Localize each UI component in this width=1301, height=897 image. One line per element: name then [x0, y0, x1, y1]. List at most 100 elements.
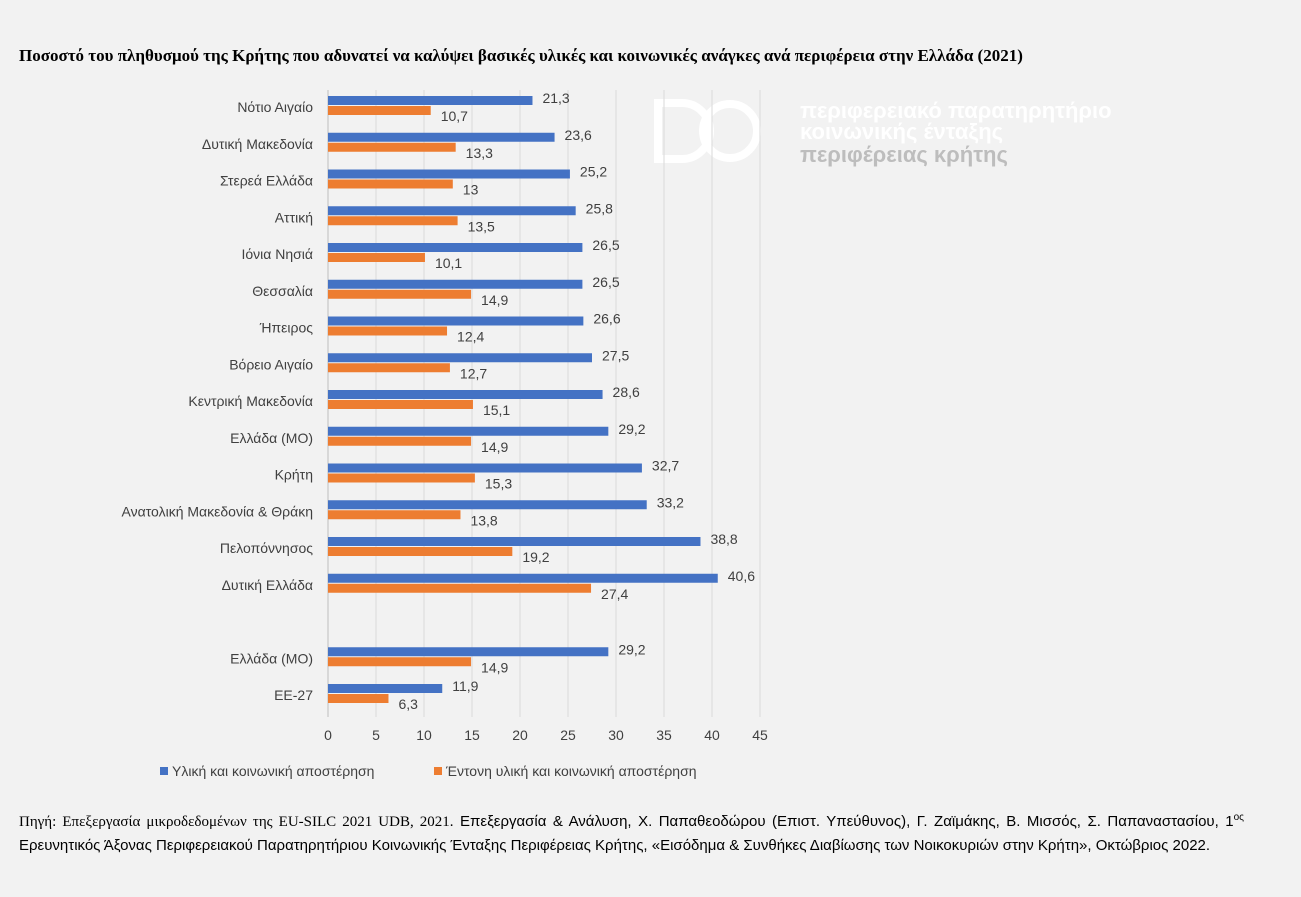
logo-line-3: περιφέρειας κρήτης [800, 142, 1008, 167]
x-tick-label: 25 [560, 727, 576, 743]
bar-series-2 [328, 289, 472, 299]
data-label-series-1: 40,6 [728, 568, 755, 584]
source-part-2: Επεξεργασία & Ανάλυση, Χ. Παπαθεοδώρου (… [453, 813, 1234, 830]
data-label-series-2: 14,9 [481, 659, 508, 675]
bar-series-2 [328, 583, 592, 593]
bar-series-2 [328, 510, 461, 520]
bar-series-1 [328, 96, 533, 105]
data-label-series-2: 13,3 [466, 145, 493, 161]
bar-series-1 [328, 573, 718, 583]
category-label: Αττική [275, 209, 313, 225]
data-label-series-1: 25,2 [580, 164, 607, 180]
data-label-series-2: 12,7 [460, 365, 487, 381]
category-label: Νότιο Αιγαίο [237, 99, 313, 115]
x-tick-label: 20 [512, 727, 528, 743]
bar-chart: 0 5 10 15 20 25 30 35 40 45 Νότιο Αιγαίο 21,3 10,7 Δυ… [122, 90, 768, 779]
source-part-3: Ερευνητικός Άξονας Περιφερειακού Παρατηρ… [19, 837, 1211, 854]
bar-series-1 [328, 169, 570, 179]
chart-title: Ποσοστό του πληθυσμού της Κρήτης που αδυ… [19, 46, 1023, 65]
bar-series-1 [328, 500, 647, 510]
data-label-series-2: 13,5 [468, 218, 495, 234]
category-label: ΕΕ-27 [274, 687, 313, 703]
x-tick-label: 0 [324, 727, 332, 743]
bar-series-1 [328, 537, 701, 546]
x-tick-label: 30 [608, 727, 624, 743]
bar-series-2 [328, 253, 425, 262]
category-label: Δυτική Μακεδονία [202, 136, 313, 152]
bar-series-2 [328, 473, 475, 483]
data-label-series-1: 38,8 [710, 531, 737, 547]
bar-series-2 [328, 179, 453, 189]
data-label-series-2: 13 [463, 182, 479, 198]
category-label: Ιόνια Νησιά [241, 246, 313, 262]
bar-series-1 [328, 426, 609, 436]
legend-swatch [160, 767, 168, 775]
category-label: Βόρειο Αιγαίο [229, 356, 313, 372]
data-label-series-1: 27,5 [602, 347, 629, 363]
category-label: Ανατολική Μακεδονία & Θράκη [122, 503, 313, 519]
data-label-series-1: 26,5 [592, 274, 619, 290]
data-label-series-1: 25,8 [586, 200, 613, 216]
bar-series-2 [328, 436, 472, 446]
bar-series-2 [328, 400, 473, 409]
data-label-series-2: 10,1 [435, 255, 462, 271]
logo-line-2: κοινωνικής ένταξης [800, 119, 1004, 144]
bar-series-1 [328, 647, 609, 657]
category-label: Θεσσαλία [252, 283, 313, 299]
source-note: Πηγή: Επεξεργασία μικροδεδομένων της EU-… [19, 806, 1244, 858]
data-label-series-1: 26,6 [593, 311, 620, 327]
data-label-series-2: 15,3 [485, 476, 512, 492]
x-tick-label: 40 [704, 727, 720, 743]
bar-series-1 [328, 390, 603, 399]
data-label-series-2: 14,9 [481, 292, 508, 308]
category-label: Ήπειρος [259, 320, 313, 336]
data-label-series-2: 15,1 [483, 402, 510, 418]
category-label: Ελλάδα (ΜΟ) [230, 430, 313, 446]
data-label-series-2: 13,8 [470, 512, 497, 528]
data-label-series-2: 19,2 [522, 549, 549, 565]
bar-series-1 [328, 132, 555, 142]
data-label-series-1: 28,6 [613, 384, 640, 400]
source-part-1: Πηγή: Επεξεργασία μικροδεδομένων της EU-… [19, 814, 454, 830]
bar-series-2 [328, 216, 458, 226]
data-label-series-1: 21,3 [542, 90, 569, 106]
data-label-series-2: 14,9 [481, 439, 508, 455]
legend-label: Έντονη υλική και κοινωνική αποστέρηση [445, 763, 697, 779]
logo-line-1: περιφερειακό παρατηρητήριο [800, 98, 1112, 123]
category-label: Πελοπόννησος [220, 540, 313, 556]
data-label-series-1: 11,9 [452, 678, 478, 694]
observatory-logo: περιφερειακό παρατηρητήριο κοινωνικής έν… [654, 99, 1124, 169]
data-label-series-1: 26,5 [592, 237, 619, 253]
bar-series-1 [328, 279, 583, 289]
data-label-series-2: 12,4 [457, 329, 484, 345]
bar-series-1 [328, 206, 576, 216]
bar-series-1 [328, 684, 443, 693]
legend-label: Υλική και κοινωνική αποστέρηση [172, 763, 374, 779]
category-label: Κεντρική Μακεδονία [188, 393, 313, 409]
category-label: Δυτική Ελλάδα [222, 577, 313, 593]
x-tick-label: 15 [464, 727, 480, 743]
category-label: Στερεά Ελλάδα [220, 173, 313, 189]
bar-series-2 [328, 106, 431, 115]
bar-series-1 [328, 316, 584, 326]
data-label-series-2: 6,3 [398, 696, 418, 712]
data-label-series-2: 10,7 [441, 108, 468, 124]
bar-series-1 [328, 353, 592, 363]
logo-mark-icon [654, 99, 761, 163]
x-tick-label: 10 [416, 727, 432, 743]
data-label-series-1: 32,7 [652, 458, 679, 474]
bar-series-2 [328, 363, 450, 373]
bar-series-2 [328, 142, 456, 152]
data-label-series-1: 29,2 [618, 641, 645, 657]
source-superscript: ος [1233, 812, 1245, 823]
legend-swatch [434, 767, 442, 775]
data-label-series-1: 33,2 [657, 494, 684, 510]
category-label: Κρήτη [275, 467, 313, 483]
bar-series-2 [328, 694, 389, 703]
bar-series-1 [328, 243, 583, 252]
bar-series-1 [328, 463, 642, 473]
bar-series-2 [328, 657, 472, 667]
x-tick-label: 45 [752, 727, 768, 743]
x-tick-label: 5 [372, 727, 380, 743]
data-label-series-2: 27,4 [601, 586, 628, 602]
